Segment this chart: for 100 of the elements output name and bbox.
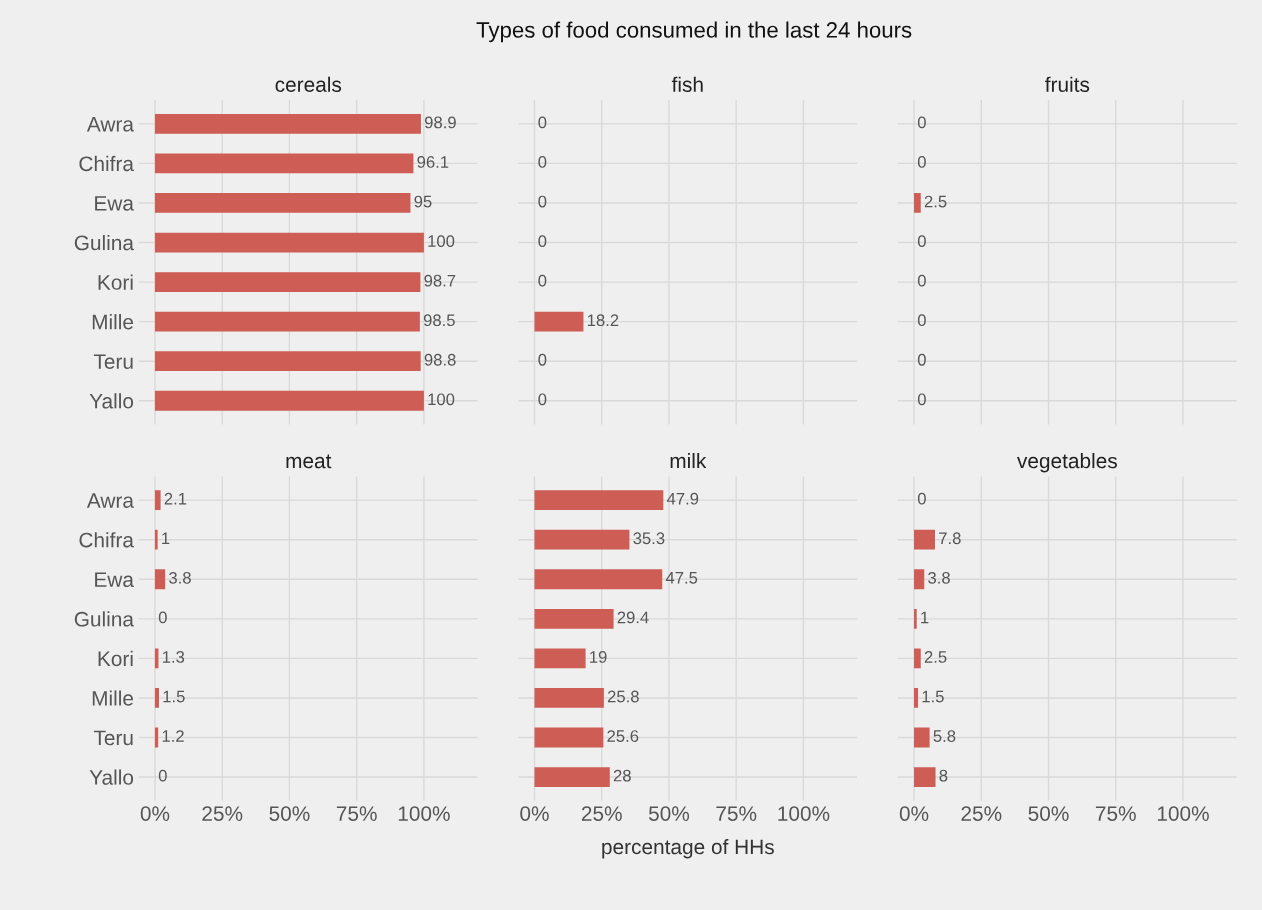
data-label: 25.8: [607, 690, 639, 703]
chart-title: meat: [286, 454, 332, 469]
data-label: 5.8: [933, 730, 956, 742]
bar: [914, 569, 925, 590]
bar: [914, 608, 917, 629]
y-tick-label: Mille: [92, 314, 134, 330]
data-label: 0: [538, 274, 547, 287]
data-label: 100: [428, 235, 455, 247]
bar: [534, 490, 664, 511]
data-label: 7.8: [939, 532, 961, 545]
data-label: 2.5: [924, 651, 947, 663]
data-label: 1: [162, 532, 170, 545]
data-label: 8: [939, 769, 948, 782]
y-tick-label: Teru: [93, 730, 133, 746]
chart-title: milk: [670, 452, 707, 469]
data-label: 29.4: [617, 611, 649, 624]
data-label: 1.3: [162, 651, 185, 663]
y-tick-label: Kori: [98, 274, 133, 290]
x-tick-label: 0%: [899, 806, 929, 821]
data-label: 0: [538, 195, 547, 208]
data-label: 1.5: [163, 690, 185, 703]
data-label: 0: [917, 116, 926, 129]
data-label: 3.8: [928, 571, 950, 584]
bar: [534, 529, 630, 550]
bar: [534, 608, 614, 629]
data-label: 96.1: [417, 156, 449, 168]
data-label: 35.3: [633, 532, 665, 545]
data-label: 0: [917, 314, 926, 327]
y-tick-label: Awra: [86, 117, 134, 132]
data-label: 0: [917, 393, 926, 406]
y-tick-label: Yallo: [89, 769, 134, 785]
bar: [534, 767, 610, 787]
data-label: 19: [590, 651, 607, 663]
x-tick-label: 75%: [336, 806, 377, 821]
data-label: 0: [538, 156, 547, 168]
chart-title: vegetables: [1017, 452, 1117, 473]
data-label: 1: [921, 611, 929, 624]
y-tick-label: Awra: [86, 493, 134, 508]
x-tick-label: 50%: [269, 806, 310, 821]
data-label: 18.2: [587, 314, 619, 327]
bar: [914, 767, 936, 787]
x-tick-label: 50%: [648, 806, 690, 821]
y-tick-label: Kori: [98, 650, 133, 667]
data-label: 47.9: [666, 492, 699, 505]
data-label: 0: [158, 769, 167, 782]
chart-title: fish: [671, 76, 703, 92]
x-tick-label: 25%: [202, 806, 243, 821]
y-tick-label: Chifra: [79, 532, 134, 548]
data-label: 2.1: [164, 492, 187, 505]
x-tick-label: 25%: [961, 806, 1002, 821]
chart-title: fruits: [1045, 76, 1090, 92]
y-tick-label: Gulina: [74, 234, 134, 251]
data-label: 25.6: [607, 730, 639, 742]
x-tick-label: 75%: [1095, 806, 1136, 821]
data-label: 0: [917, 156, 926, 168]
data-label: 1.5: [922, 690, 944, 703]
bar: [534, 569, 663, 590]
y-tick-label: Yallo: [89, 393, 134, 409]
x-tick-label: 0%: [520, 806, 549, 821]
data-label: 98.5: [423, 314, 455, 327]
y-tick-label: Gulina: [74, 611, 134, 627]
data-label: 0: [538, 116, 547, 129]
bar: [914, 727, 930, 748]
x-tick-label: 50%: [1028, 806, 1069, 821]
bar: [914, 648, 921, 669]
chart-title: cereals: [275, 76, 342, 92]
y-tick-label: Mille: [92, 690, 134, 706]
bar: [534, 688, 604, 708]
x-tick-label: 0%: [140, 806, 170, 821]
y-tick-label: Chifra: [79, 155, 134, 172]
data-label: 98.9: [424, 116, 456, 129]
data-label: 98.8: [424, 353, 456, 366]
data-label: 0: [917, 235, 926, 247]
data-label: 2.5: [924, 195, 947, 208]
bar: [914, 688, 919, 708]
bar: [534, 648, 586, 669]
bar: [914, 529, 935, 550]
x-tick-label: 75%: [716, 806, 757, 821]
text: Types of food consumed in the last 24 hours: [476, 21, 912, 43]
x-axis-title: percentage of HHs: [602, 838, 774, 859]
data-label: 0: [917, 492, 926, 505]
data-label: 28: [613, 769, 631, 782]
bar: [534, 727, 604, 748]
x-tick-label: 100%: [778, 806, 830, 821]
y-tick-label: Teru: [93, 354, 133, 369]
x-tick-label: 100%: [1157, 806, 1209, 821]
data-label: 0: [917, 353, 926, 366]
x-tick-label: 100%: [398, 806, 450, 821]
x-tick-label: 25%: [581, 806, 622, 821]
y-tick-label: Ewa: [95, 572, 134, 588]
data-label: 47.5: [665, 572, 698, 584]
data-label: 98.7: [424, 274, 456, 287]
data-label: 0: [158, 611, 167, 624]
y-tick-label: Ewa: [95, 196, 134, 211]
data-label: 95: [414, 195, 432, 208]
data-label: 100: [428, 393, 455, 406]
data-label: 0: [538, 393, 547, 406]
data-label: 1.2: [162, 730, 184, 742]
data-label: 0: [538, 353, 547, 366]
data-label: 0: [538, 235, 547, 247]
